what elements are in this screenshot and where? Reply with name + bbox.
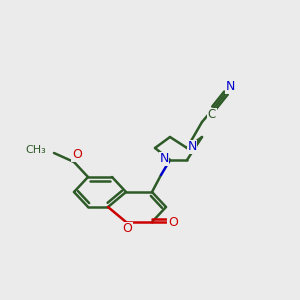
Text: N: N: [225, 80, 235, 94]
Text: C: C: [208, 109, 216, 122]
Text: N: N: [187, 140, 197, 154]
Text: O: O: [168, 215, 178, 229]
Text: CH₃: CH₃: [25, 145, 46, 155]
Text: O: O: [72, 148, 82, 161]
Text: N: N: [159, 152, 169, 166]
Text: O: O: [122, 223, 132, 236]
